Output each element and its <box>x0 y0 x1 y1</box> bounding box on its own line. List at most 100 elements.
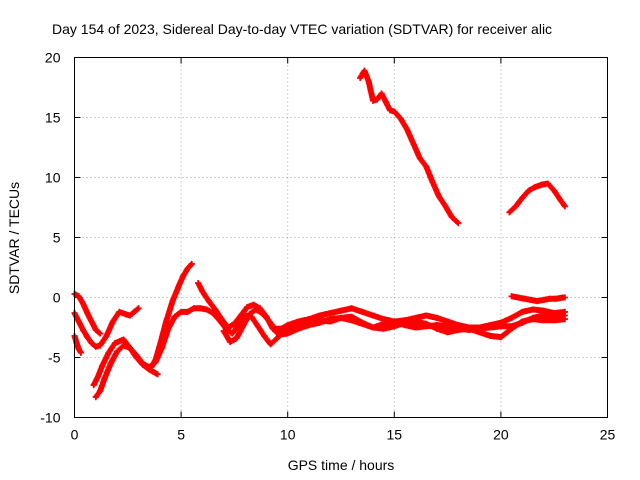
data-point <box>171 313 178 320</box>
data-point <box>423 312 430 319</box>
data-point <box>254 323 261 330</box>
series-track-8 <box>220 305 568 345</box>
data-point <box>244 304 251 311</box>
series-trace <box>357 67 462 227</box>
data-point <box>178 308 185 315</box>
data-point <box>433 325 440 332</box>
data-point <box>527 296 534 303</box>
data-point <box>88 340 95 347</box>
data-point <box>229 330 236 337</box>
y-tick-labels: -10 -5 0 5 10 15 20 <box>40 50 60 426</box>
data-point <box>276 331 283 338</box>
data-point <box>436 193 443 200</box>
data-point <box>94 373 101 380</box>
data-point <box>152 356 159 363</box>
data-point <box>365 78 372 85</box>
data-point <box>508 293 515 300</box>
data-point <box>75 346 82 353</box>
data-point <box>391 318 398 325</box>
data-point <box>476 324 483 331</box>
data-point <box>465 324 472 331</box>
series-track-3 <box>71 332 84 356</box>
data-point <box>551 317 558 324</box>
data-point <box>112 340 119 347</box>
data-point <box>107 360 114 367</box>
data-point <box>455 220 462 227</box>
x-tick-label: 10 <box>280 427 296 443</box>
data-point <box>278 325 285 332</box>
y-tick-label: -10 <box>40 410 60 426</box>
data-point <box>529 316 536 323</box>
data-point <box>544 180 551 187</box>
series-track-2 <box>71 305 142 350</box>
data-point <box>369 324 376 331</box>
data-point <box>274 335 281 342</box>
data-point <box>97 388 104 395</box>
data-point <box>359 308 366 315</box>
data-point <box>75 293 82 300</box>
data-point <box>120 336 127 343</box>
data-point <box>77 349 84 356</box>
data-point <box>169 298 176 305</box>
data-point <box>416 155 423 162</box>
data-point <box>448 214 455 221</box>
data-point <box>546 295 553 302</box>
data-point <box>369 97 376 104</box>
data-point <box>361 67 368 74</box>
data-point <box>540 307 547 314</box>
series-trace <box>71 305 142 350</box>
data-point <box>120 342 127 349</box>
data-point <box>139 360 146 367</box>
data-point <box>423 163 430 170</box>
data-point <box>391 108 398 115</box>
data-point <box>133 352 140 359</box>
series-track-9 <box>357 67 462 227</box>
data-point <box>90 382 97 389</box>
y-tick-label: 15 <box>45 110 61 126</box>
data-point <box>553 295 560 302</box>
data-point <box>512 203 519 210</box>
data-point <box>188 260 195 267</box>
data-point <box>540 317 547 324</box>
data-point <box>412 324 419 331</box>
series-track-6 <box>148 260 195 371</box>
x-tick-label: 20 <box>493 427 509 443</box>
data-point <box>135 305 142 312</box>
y-tick-label: 10 <box>45 170 61 186</box>
data-point <box>233 335 240 342</box>
data-point <box>316 319 323 326</box>
data-point <box>429 179 436 186</box>
data-point <box>551 187 558 194</box>
data-point <box>227 338 234 345</box>
chart-title: Day 154 of 2023, Sidereal Day-to-day VTE… <box>52 21 552 37</box>
data-point <box>529 306 536 313</box>
series-trace <box>148 260 195 371</box>
data-point <box>237 312 244 319</box>
data-point <box>497 319 504 326</box>
series-trace <box>506 180 568 216</box>
data-point <box>252 306 259 313</box>
data-point <box>404 126 411 133</box>
data-point <box>197 305 204 312</box>
data-point <box>519 318 526 325</box>
data-point <box>80 326 87 333</box>
data-point <box>259 310 266 317</box>
data-point <box>412 314 419 321</box>
data-point <box>225 324 232 331</box>
data-point <box>99 362 106 369</box>
data-point <box>442 203 449 210</box>
data-point <box>163 318 170 325</box>
data-point <box>220 328 227 335</box>
data-point <box>92 394 99 401</box>
data-point <box>369 312 376 319</box>
data-point <box>271 325 278 332</box>
data-point <box>532 184 539 191</box>
data-point <box>551 310 558 317</box>
data-point <box>506 209 513 216</box>
data-point <box>88 318 95 325</box>
data-point <box>156 342 163 349</box>
data-point <box>561 294 568 301</box>
data-point <box>519 308 526 315</box>
data-point <box>374 96 381 103</box>
data-point <box>284 322 291 329</box>
